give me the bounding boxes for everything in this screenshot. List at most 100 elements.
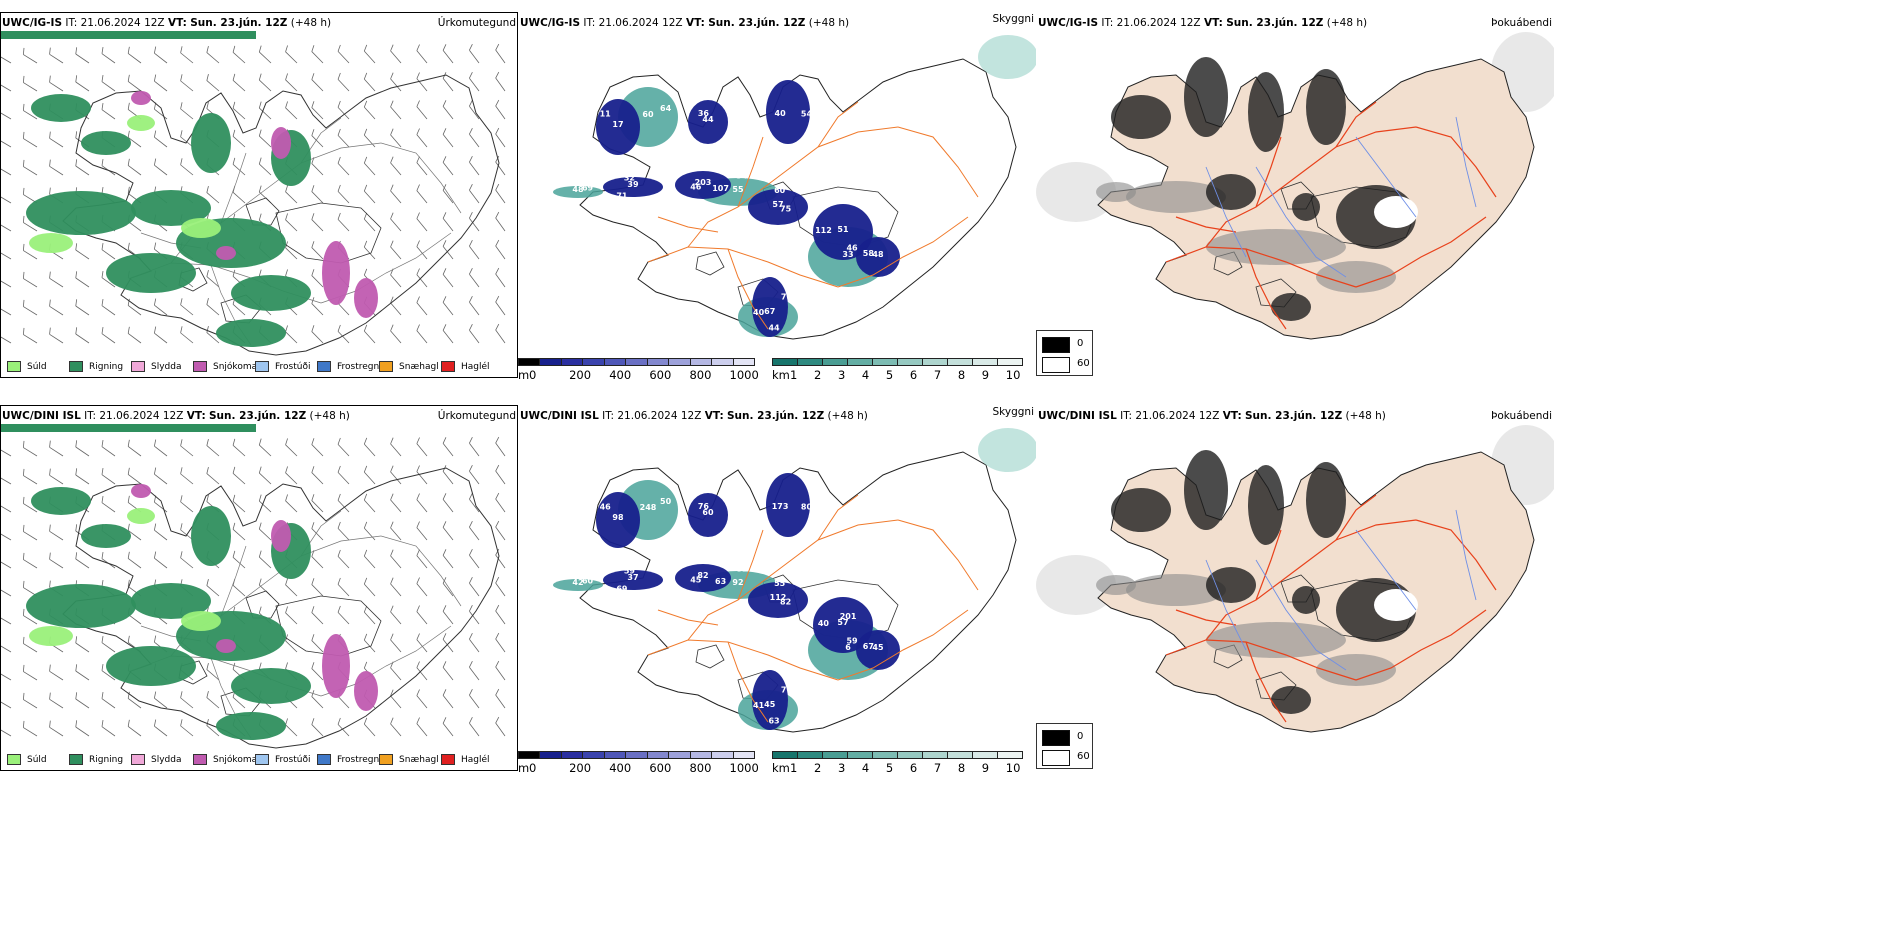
wind-barb (206, 269, 220, 288)
field-blob (131, 583, 211, 619)
wind-barb (390, 268, 402, 288)
legend-swatch (255, 754, 269, 765)
wind-barb (363, 493, 376, 513)
field-blob (271, 127, 291, 159)
wind-barb (311, 157, 324, 176)
field-blob (553, 186, 603, 198)
visibility-value-label: 41 (753, 701, 765, 710)
wind-barb (154, 102, 168, 120)
visibility-value-label: 17 (612, 120, 623, 129)
visibility-value-label: 82 (780, 597, 791, 606)
legend-swatch (441, 754, 455, 765)
precip-legend-item: Snæhagl (379, 361, 439, 372)
wind-barb (311, 73, 324, 92)
wind-barb (49, 271, 64, 288)
wind-barb (390, 324, 402, 344)
field-blob (1248, 465, 1284, 545)
glacier-white (1374, 196, 1418, 228)
legend-swatch (317, 754, 331, 765)
wind-barb (442, 212, 454, 232)
field-blob (26, 191, 136, 235)
wind-barb (416, 324, 428, 344)
precip-legend-item: Rigning (69, 361, 123, 372)
wind-barb (416, 605, 428, 625)
visibility-value-label: 201 (840, 612, 857, 621)
wind-barb (495, 155, 506, 176)
it-label: IT: (1120, 410, 1133, 422)
wind-barb (180, 74, 194, 92)
visibility-value-label: 173 (772, 502, 789, 511)
fog-legend-swatch (1042, 337, 1070, 353)
wind-barb (1, 334, 12, 344)
precip-legend-item: Snæhagl (379, 754, 439, 765)
colorbar-cell (822, 358, 848, 366)
visibility-colorbar-row2: km 1 2 3 4 5 6 7 8 9 10 (772, 751, 1034, 775)
wind-barb (75, 664, 90, 681)
wind-barb (311, 269, 324, 288)
field-blob (322, 241, 350, 305)
field-blob (688, 493, 728, 537)
visibility-value-label: 71 (616, 192, 628, 201)
model-name: UWC/DINI ISL (1038, 410, 1117, 422)
fog-legend-swatch (1042, 357, 1070, 373)
wind-barb (258, 522, 272, 541)
wind-barb (416, 296, 428, 316)
road-line (657, 609, 719, 626)
wind-barb (22, 271, 38, 288)
colorbar-cell (603, 358, 627, 366)
wind-barb (442, 268, 454, 288)
wind-barb (127, 719, 142, 737)
colorbar-cell (689, 358, 713, 366)
field-blob (131, 484, 151, 498)
legend-swatch (193, 754, 207, 765)
wind-barb (495, 295, 506, 316)
wind-barb (127, 551, 142, 569)
colorbar-cell (625, 358, 648, 366)
iceland-coastline (579, 451, 1017, 733)
wind-barb (22, 103, 38, 120)
lead-time: (+48 h) (309, 410, 350, 422)
it-label: IT: (583, 17, 596, 29)
field-blob (766, 473, 810, 537)
wind-barb (363, 521, 376, 541)
visibility-value-label: 107 (712, 184, 729, 193)
wind-barb (416, 465, 428, 485)
wind-barb (75, 271, 90, 288)
wind-barb (49, 524, 64, 541)
visibility-value-label: 60 (774, 186, 786, 195)
field-blob (1126, 181, 1226, 213)
wind-barb (127, 158, 142, 176)
wind-barb (101, 103, 116, 120)
wind-barb (469, 100, 480, 120)
wind-barb (154, 46, 168, 64)
wind-barb (285, 634, 298, 653)
visibility-value-label: 36 (698, 109, 710, 118)
visibility-value-label: 44 (702, 115, 714, 124)
wind-barb (390, 521, 402, 541)
wind-barb (258, 45, 272, 64)
colorbar-cell (732, 751, 755, 759)
wind-barb (258, 550, 272, 569)
wind-barb (442, 296, 454, 316)
panel-header-row2-col1: UWC/DINI ISL IT: 21.06.2024 12Z VT: Sun.… (0, 410, 518, 424)
wind-barb (469, 240, 480, 260)
legend-swatch (317, 361, 331, 372)
visibility-value-label: 34 (736, 171, 748, 180)
road-line (817, 101, 859, 148)
wind-barb (469, 268, 480, 288)
visibility-value-label: 80 (801, 503, 813, 512)
wind-barb (285, 718, 298, 737)
wind-barb (1, 194, 12, 204)
panel-header-row2-col2: UWC/DINI ISL IT: 21.06.2024 12Z VT: Sun.… (518, 406, 1036, 424)
wind-barb (1, 475, 12, 485)
fog-panel-row1 (1036, 12, 1554, 378)
wind-barb (206, 325, 220, 344)
field-blob (1271, 686, 1311, 714)
wind-barb (1, 559, 12, 569)
visibility-value-label: 63 (768, 716, 779, 725)
colorbar-cell (897, 751, 923, 759)
it-label: IT: (65, 17, 78, 29)
wind-barb (1, 699, 12, 709)
colorbar-cell (847, 751, 873, 759)
wind-barb (22, 692, 38, 709)
